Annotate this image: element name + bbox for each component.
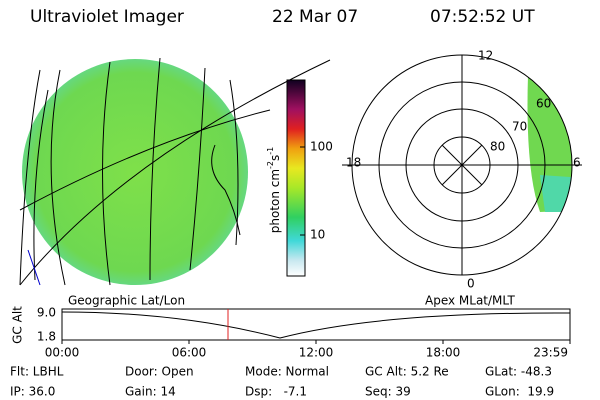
status-field: Dsp: -7.1 [245, 385, 307, 399]
colorbar-tick-label: 10 [310, 228, 325, 242]
time: 07:52:52 UT [430, 7, 535, 27]
date: 22 Mar 07 [272, 7, 358, 27]
status-field: GLat: -48.3 [485, 365, 552, 379]
status-field: Door: Open [125, 365, 194, 379]
status-field: Mode: Normal [245, 365, 329, 379]
axis-label: GC Alt [11, 306, 25, 344]
polar-plot: 12 18 6 0 60 70 80 [342, 49, 582, 291]
mlt-label: 0 [467, 277, 475, 291]
x-tick-label: 18:00 [426, 346, 461, 360]
colorbar-label: photon cm-2s-1 [266, 147, 282, 234]
mlat-label: 70 [512, 120, 527, 134]
status-field: IP: 36.0 [10, 385, 55, 399]
status-field: Flt: LBHL [10, 365, 64, 379]
mlt-label: 18 [346, 156, 361, 170]
x-tick-label: 23:59 [533, 346, 568, 360]
mlt-label: 6 [573, 156, 581, 170]
title: Ultraviolet Imager [30, 7, 184, 27]
status-field: Seq: 39 [365, 385, 411, 399]
status-field: GC Alt: 5.2 Re [365, 365, 449, 379]
x-tick-label: 00:00 [45, 346, 80, 360]
x-tick-label: 12:00 [299, 346, 334, 360]
colorbar [286, 79, 306, 277]
y-tick-label: 1.8 [37, 330, 56, 344]
colorbar-tick-label: 100 [310, 140, 333, 154]
mlat-label: 80 [490, 140, 505, 154]
y-tick-label: 9.0 [37, 306, 56, 320]
earth-image [19, 57, 331, 286]
timeline-title: Geographic Lat/Lon [68, 294, 185, 308]
altitude-curve [61, 311, 571, 339]
mlt-label: 12 [478, 49, 493, 63]
status-field: Gain: 14 [125, 385, 176, 399]
status-field: GLon: 19.9 [485, 385, 554, 399]
timeline-title: Apex MLat/MLT [425, 294, 515, 308]
mlat-label: 60 [536, 97, 551, 111]
x-tick-label: 06:00 [172, 346, 207, 360]
